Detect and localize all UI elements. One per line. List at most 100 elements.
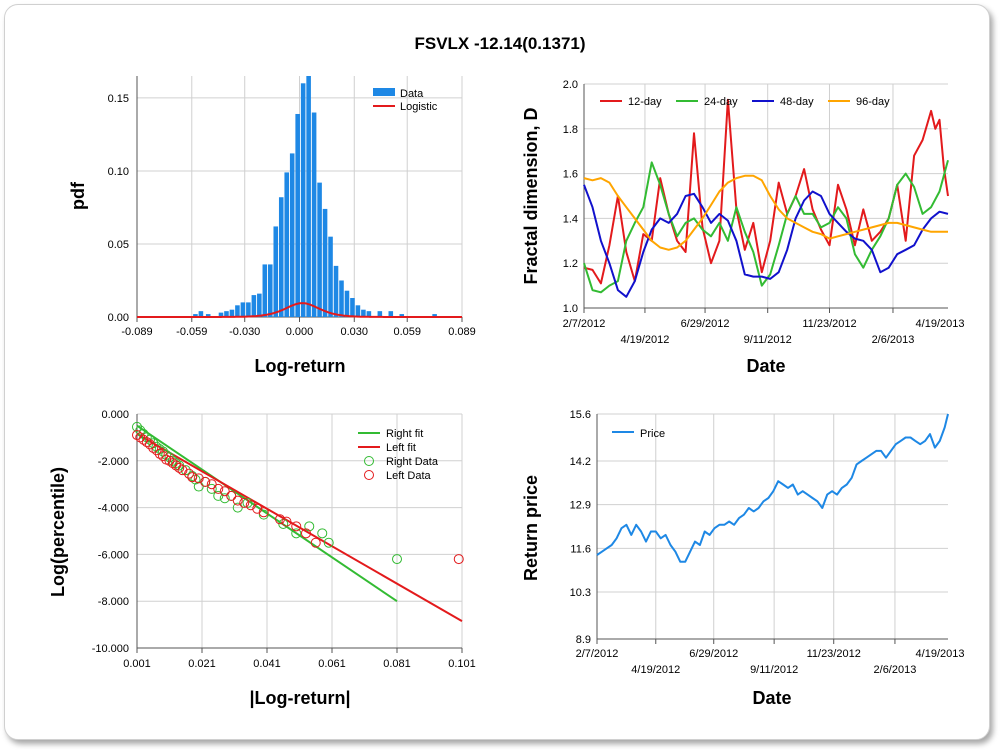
tail-ytick-label: -2.000 [98, 456, 129, 468]
price-xtick-label: 6/29/2012 [689, 648, 738, 660]
tail-ytick-label: -4.000 [98, 503, 129, 515]
price-xtick-label: 2/7/2012 [576, 648, 619, 660]
pdf-bar [328, 236, 333, 317]
price-legend: Price [612, 428, 665, 440]
pdf-bar [205, 314, 211, 317]
price-xtick-label: 2/6/2013 [874, 664, 917, 676]
tail-point-left-data [193, 473, 204, 484]
tail-point-left-data [184, 468, 194, 479]
pdf-bar [344, 290, 350, 317]
pdf-bar [224, 311, 229, 317]
tail-point-left-data [145, 439, 155, 450]
pdf-ytick-label: 0.15 [108, 93, 129, 105]
tail-ytick-label: 0.000 [101, 409, 129, 421]
fractal-x-label: Date [746, 356, 785, 376]
tail-point-left-data [226, 490, 237, 501]
pdf-bar [333, 265, 339, 317]
pdf-ytick-label: 0.05 [108, 239, 129, 251]
tail-point-left-data [187, 472, 198, 483]
fractal-xtick-label: 2/6/2013 [872, 334, 915, 346]
pdf-xtick-label: -0.030 [229, 326, 260, 338]
fractal-y-label: Fractal dimension, D [521, 107, 541, 284]
price-series-price [596, 413, 949, 563]
pdf-logistic-curve [137, 302, 462, 318]
tail-ytick-label: -6.000 [98, 549, 129, 561]
pdf-legend-logistic-label: Logistic [400, 101, 438, 113]
tail-point-left-data [239, 497, 250, 508]
tail-point-left-data [453, 554, 464, 565]
price-ytick-label: 15.6 [570, 409, 591, 421]
fractal-xtick-label: 4/19/2013 [916, 318, 965, 330]
price-ytick-label: 8.9 [576, 634, 591, 646]
pdf-bar [339, 280, 344, 317]
pdf-bar [193, 314, 198, 317]
pdf-bar [361, 309, 366, 317]
fractal-series-48-day [583, 184, 949, 298]
price-xtick-label: 4/19/2012 [631, 664, 680, 676]
tail-point-right-data [291, 528, 302, 539]
pdf-bar [246, 302, 251, 317]
price-x-label: Date [752, 688, 791, 708]
price-ytick-label: 14.2 [570, 456, 591, 468]
tail-point-left-data [232, 495, 243, 506]
tail-point-left-data [167, 458, 178, 469]
pdf-bar [317, 182, 322, 317]
tail-legend: Right fit Left fit Right Data Left Data [358, 428, 439, 482]
pdf-bar [240, 302, 246, 317]
pdf-legend-data-label: Data [400, 88, 424, 100]
tail-x-label: |Log-return| [249, 688, 350, 708]
tail-legend-label: Right Data [386, 456, 439, 468]
tail-ytick-label: -8.000 [98, 596, 129, 608]
pdf-bar [366, 311, 372, 317]
tail-point-left-data [174, 462, 185, 473]
pdf-bar [262, 264, 268, 317]
chart-title: FSVLX -12.14(0.1371) [414, 34, 585, 53]
tail-left-fit [136, 433, 463, 622]
price-y-label: Return price [521, 475, 541, 581]
tail-right-fit [136, 424, 398, 603]
tail-point-right-data [132, 421, 142, 432]
tail-point-left-data [252, 503, 263, 514]
price-ytick-label: 10.3 [570, 587, 591, 599]
tail-point-right-data [193, 481, 204, 492]
tail-point-left-data [281, 516, 292, 527]
fractal-xtick-label: 2/7/2012 [563, 318, 606, 330]
pdf-legend-data-swatch [373, 88, 395, 96]
tail-point-left-data [258, 507, 269, 518]
pdf-bar [289, 153, 295, 317]
pdf-xtick-label: 0.000 [286, 326, 314, 338]
pdf-xtick-label: -0.059 [176, 326, 207, 338]
pdf-bar [399, 314, 405, 317]
chart-frame [4, 4, 990, 740]
fractal-legend: 12-day 24-day 48-day 96-day [600, 96, 890, 108]
price-ytick-label: 11.6 [570, 543, 591, 555]
pdf-x-label: Log-return [255, 356, 346, 376]
pdf-bar [295, 113, 300, 317]
price-xtick-label: 9/11/2012 [750, 664, 798, 676]
tail-point-left-data [171, 460, 181, 471]
fractal-legend-label: 24-day [704, 96, 738, 108]
tail-point-left-data [151, 445, 162, 456]
fractal-series-24-day [583, 159, 949, 294]
tail-point-left-data [275, 514, 285, 525]
tail-point-right-data [164, 452, 175, 463]
tail-point-left-data [213, 483, 224, 494]
pdf-bar [311, 112, 317, 317]
pdf-bar [377, 311, 383, 317]
pdf-bar [322, 208, 328, 317]
pdf-xtick-label: 0.030 [341, 326, 369, 338]
fractal-axes [583, 84, 948, 309]
tail-point-left-data [291, 521, 302, 532]
pdf-bar [198, 311, 204, 317]
pdf-bar [268, 264, 273, 317]
tail-point-left-data [310, 537, 321, 548]
fractal-xtick-label: 4/19/2012 [620, 334, 669, 346]
price-legend-label: Price [640, 428, 665, 440]
tail-point-left-data [138, 434, 149, 445]
pdf-bar [284, 172, 290, 317]
fractal-ytick-label: 1.2 [563, 258, 578, 270]
pdf-bar [306, 76, 311, 317]
pdf-bar [251, 295, 257, 317]
